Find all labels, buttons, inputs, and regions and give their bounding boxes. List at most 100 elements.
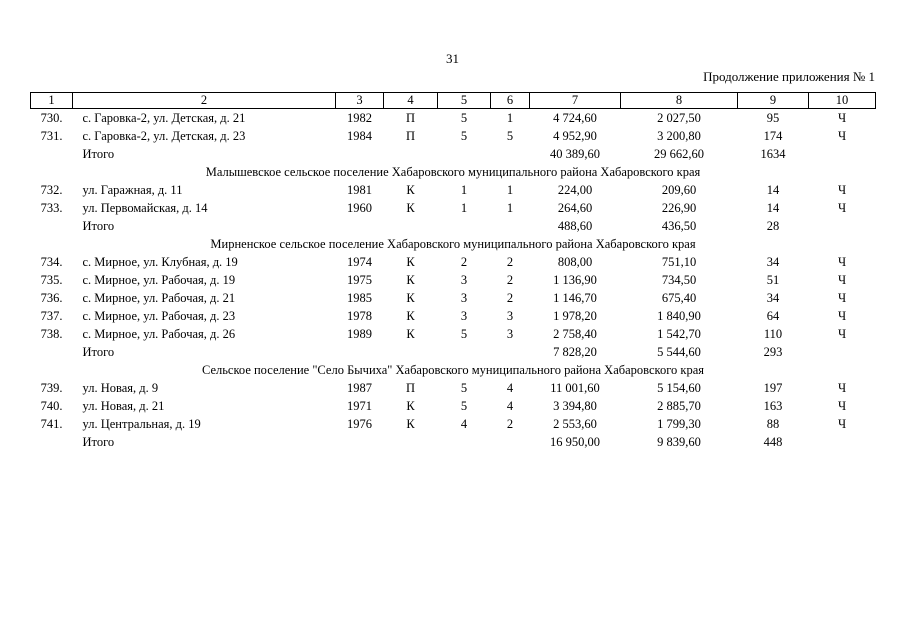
table-cell-col1: 740.	[40, 399, 63, 413]
table-cell-col7: 11 001,60	[550, 381, 600, 395]
table-cell-col6: 3	[506, 327, 514, 341]
table-cell-col5: 1	[460, 183, 468, 197]
table-cell-col6: 2	[506, 255, 514, 269]
column-header-4: 4	[383, 92, 438, 109]
table-cell-col1	[31, 343, 73, 361]
table-cell-col6	[491, 217, 530, 235]
table-cell-col9: 34	[766, 255, 780, 269]
data-row: 731. с. Гаровка-2, ул. Детская, д. 23 1984…	[31, 127, 876, 145]
data-row: 740. ул. Новая, д. 21 1971 К 5 4 3 394,80 2 885…	[31, 397, 876, 415]
table-cell-col4	[384, 217, 438, 235]
table-cell-col9: 95	[766, 111, 780, 125]
table-cell-col9: 293	[763, 345, 783, 359]
table-cell-col8: 436,50	[661, 219, 697, 233]
table-cell-col2: ул. Первомайская, д. 14	[82, 201, 208, 215]
table-cell-col4: К	[406, 291, 415, 305]
table-cell-col7: 1 146,70	[553, 291, 597, 305]
table-cell-col4: К	[406, 273, 415, 287]
table-cell-col9: 110	[763, 327, 783, 341]
table-cell-col1: 731.	[40, 129, 63, 143]
table-cell-col2: ул. Гаражная, д. 11	[82, 183, 183, 197]
table-cell-col7: 1 978,20	[553, 309, 597, 323]
table-cell-col10: Ч	[837, 291, 847, 305]
table-cell-col3: 1982	[347, 111, 372, 125]
table-cell-col1: 734.	[40, 255, 63, 269]
table-cell-col6: 4	[506, 399, 514, 413]
housing-table: 1 2 3 4 5 6 7 8 9 10 730. с. Гаровка-2, ул. Детска…	[30, 92, 876, 451]
section-header-row: Малышевское сельское поселение Хабаровск…	[31, 163, 876, 181]
table-cell-col1	[31, 433, 73, 451]
table-cell-col3: 1976	[347, 417, 372, 431]
section-title: Малышевское сельское поселение Хабаровск…	[205, 165, 701, 179]
data-row: 737. с. Мирное, ул. Рабочая, д. 23 1978 К 3 3…	[31, 307, 876, 325]
table-cell-col3	[336, 343, 384, 361]
table-cell-col1: 738.	[40, 327, 63, 341]
table-cell-col2: Итого	[82, 219, 115, 233]
subtotal-row: Итого 488,60 436,50 28	[31, 217, 876, 235]
table-cell-col4	[384, 433, 438, 451]
table-cell-col8: 2 027,50	[657, 111, 701, 125]
table-cell-col5: 5	[460, 111, 468, 125]
table-cell-col8: 3 200,80	[657, 129, 701, 143]
table-cell-col6	[491, 145, 530, 163]
data-row: 733. ул. Первомайская, д. 14 1960 К 1 1 264,60…	[31, 199, 876, 217]
continuation-note: Продолжение приложения № 1	[703, 69, 875, 84]
table-cell-col4: П	[405, 381, 416, 395]
table-cell-col4: К	[406, 201, 415, 215]
page-number: 31	[446, 51, 459, 66]
section-title: Мирненское сельское поселение Хабаровско…	[210, 237, 696, 251]
table-cell-col10	[809, 343, 876, 361]
column-header-7: 7	[529, 92, 621, 109]
table-cell-col9: 448	[763, 435, 783, 449]
table-cell-col2: Итого	[82, 345, 115, 359]
table-cell-col5: 3	[460, 273, 468, 287]
table-cell-col4: К	[406, 255, 415, 269]
table-cell-col4: П	[405, 129, 416, 143]
table-cell-col9: 174	[763, 129, 783, 143]
table-cell-col10: Ч	[837, 111, 847, 125]
table-cell-col8: 751,10	[661, 255, 697, 269]
data-row: 730. с. Гаровка-2, ул. Детская, д. 21 1982…	[31, 109, 876, 128]
table-cell-col2: Итого	[82, 147, 115, 161]
table-cell-col3: 1981	[347, 183, 372, 197]
table-cell-col6: 1	[506, 111, 514, 125]
table-cell-col10: Ч	[837, 399, 847, 413]
table-cell-col5: 5	[460, 129, 468, 143]
table-cell-col8: 1 840,90	[657, 309, 701, 323]
table-cell-col5: 5	[460, 327, 468, 341]
table-cell-col9: 51	[766, 273, 780, 287]
column-header-2: 2	[72, 92, 336, 109]
data-row: 741. ул. Центральная, д. 19 1976 К 4 2 2 553,6…	[31, 415, 876, 433]
table-cell-col5: 1	[460, 201, 468, 215]
table-cell-col3: 1984	[347, 129, 372, 143]
table-cell-col6	[491, 343, 530, 361]
table-cell-col4: К	[406, 417, 415, 431]
table-cell-col7: 7 828,20	[553, 345, 597, 359]
table-cell-col2: с. Мирное, ул. Рабочая, д. 26	[82, 327, 236, 341]
section-header-row: Сельское поселение "Село Бычиха" Хабаров…	[31, 361, 876, 379]
table-cell-col5: 3	[460, 309, 468, 323]
table-cell-col4	[384, 145, 438, 163]
table-cell-col8: 5 544,60	[657, 345, 701, 359]
table-cell-col1: 737.	[40, 309, 63, 323]
table-cell-col8: 675,40	[661, 291, 697, 305]
subtotal-row: Итого 7 828,20 5 544,60 293	[31, 343, 876, 361]
table-cell-col8: 1 799,30	[657, 417, 701, 431]
table-cell-col10	[809, 145, 876, 163]
table-cell-col4: К	[406, 309, 415, 323]
table-cell-col3: 1971	[347, 399, 372, 413]
data-row: 732. ул. Гаражная, д. 11 1981 К 1 1 224,00 209,…	[31, 181, 876, 199]
table-cell-col6: 2	[506, 291, 514, 305]
table-cell-col2: ул. Центральная, д. 19	[82, 417, 201, 431]
table-cell-col8: 2 885,70	[657, 399, 701, 413]
table-cell-col2: с. Мирное, ул. Рабочая, д. 21	[82, 291, 236, 305]
table-cell-col1	[31, 217, 73, 235]
table-cell-col10: Ч	[837, 327, 847, 341]
table-cell-col3: 1985	[347, 291, 372, 305]
table-cell-col1: 739.	[40, 381, 63, 395]
table-cell-col2: с. Гаровка-2, ул. Детская, д. 21	[82, 111, 246, 125]
column-header-5: 5	[437, 92, 491, 109]
table-cell-col5	[438, 217, 491, 235]
data-row: 734. с. Мирное, ул. Клубная, д. 19 1974 К 2 2…	[31, 253, 876, 271]
column-header-6: 6	[490, 92, 530, 109]
